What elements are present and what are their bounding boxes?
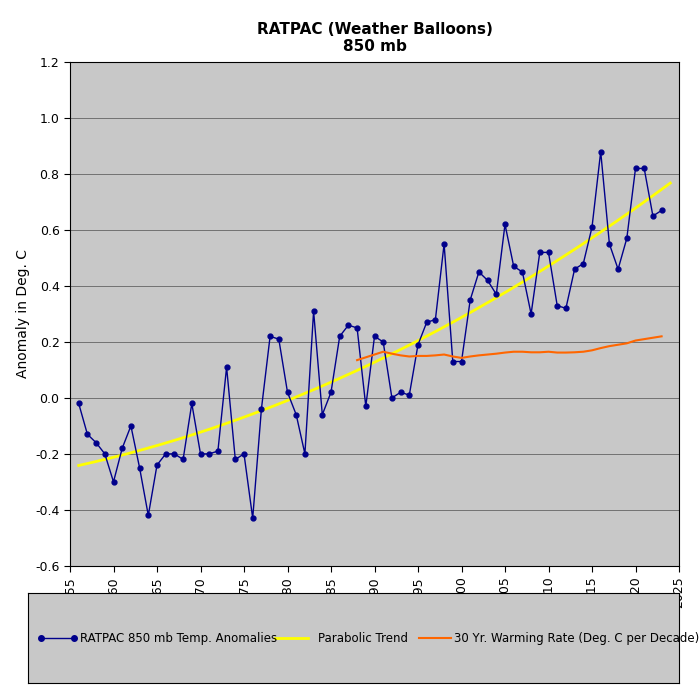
Text: Parabolic Trend: Parabolic Trend [318,632,407,644]
Title: RATPAC (Weather Balloons)
850 mb: RATPAC (Weather Balloons) 850 mb [257,21,492,54]
Text: RATPAC 850 mb Temp. Anomalies: RATPAC 850 mb Temp. Anomalies [80,632,277,644]
Y-axis label: Anomaly in Deg. C: Anomaly in Deg. C [15,250,29,378]
Text: 30 Yr. Warming Rate (Deg. C per Decade): 30 Yr. Warming Rate (Deg. C per Decade) [454,632,700,644]
